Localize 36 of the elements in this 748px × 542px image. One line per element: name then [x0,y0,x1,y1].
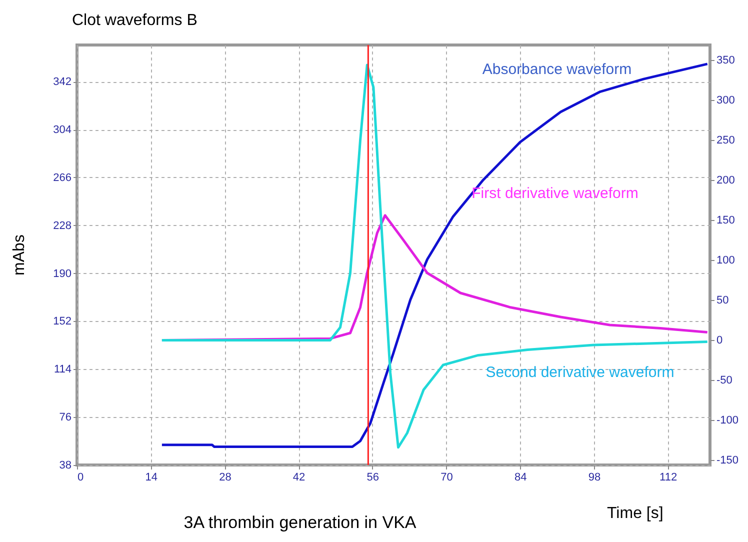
y2-tick-label: 300 [716,94,735,107]
y-tick-label: 228 [53,220,72,232]
text: 3A thrombin generation in VKA [184,513,417,532]
x-tick-label: 98 [588,472,601,484]
series-label: Absorbance waveform [482,61,632,78]
y-tick-label: 190 [53,268,72,280]
x-tick-label: 14 [145,472,158,484]
y-tick-label: 152 [53,316,72,328]
x-axis-title: Time [s] [607,505,664,522]
y2-tick-label: -100 [716,414,739,427]
x-tick-label: 70 [440,472,453,484]
y2-tick-label: 100 [716,254,735,267]
y-axis-title: mAbs [11,234,28,276]
y2-tick-label: 250 [716,134,735,147]
x-tick-label: 28 [219,472,232,484]
chart-title: Clot waveforms B [72,12,198,29]
y-tick-label: 266 [53,172,72,184]
x-tick-label: 112 [660,472,678,484]
x-tick-label: 42 [292,472,306,484]
y-tick-label: 304 [53,124,72,136]
y2-tick-label: 350 [716,54,735,67]
y2-tick-label: 50 [716,294,729,307]
y2-tick-label: -150 [716,454,739,467]
y-tick-label: 342 [53,76,72,88]
y-tick-label: 76 [59,412,72,424]
x-tick-label: 56 [366,472,380,484]
text: First derivative waveform [472,185,638,202]
x-tick-label: 84 [514,472,527,484]
y2-tick-label: 0 [716,334,723,347]
y2-tick-label: 200 [716,174,735,187]
y-tick-label: 38 [59,460,72,472]
y-tick-label: 114 [54,364,72,376]
y2-tick-label: 150 [716,214,735,227]
y2-tick-label: -50 [716,374,732,387]
x-tick-label: 0 [78,472,84,484]
series-label: Second derivative waveform [486,364,674,381]
